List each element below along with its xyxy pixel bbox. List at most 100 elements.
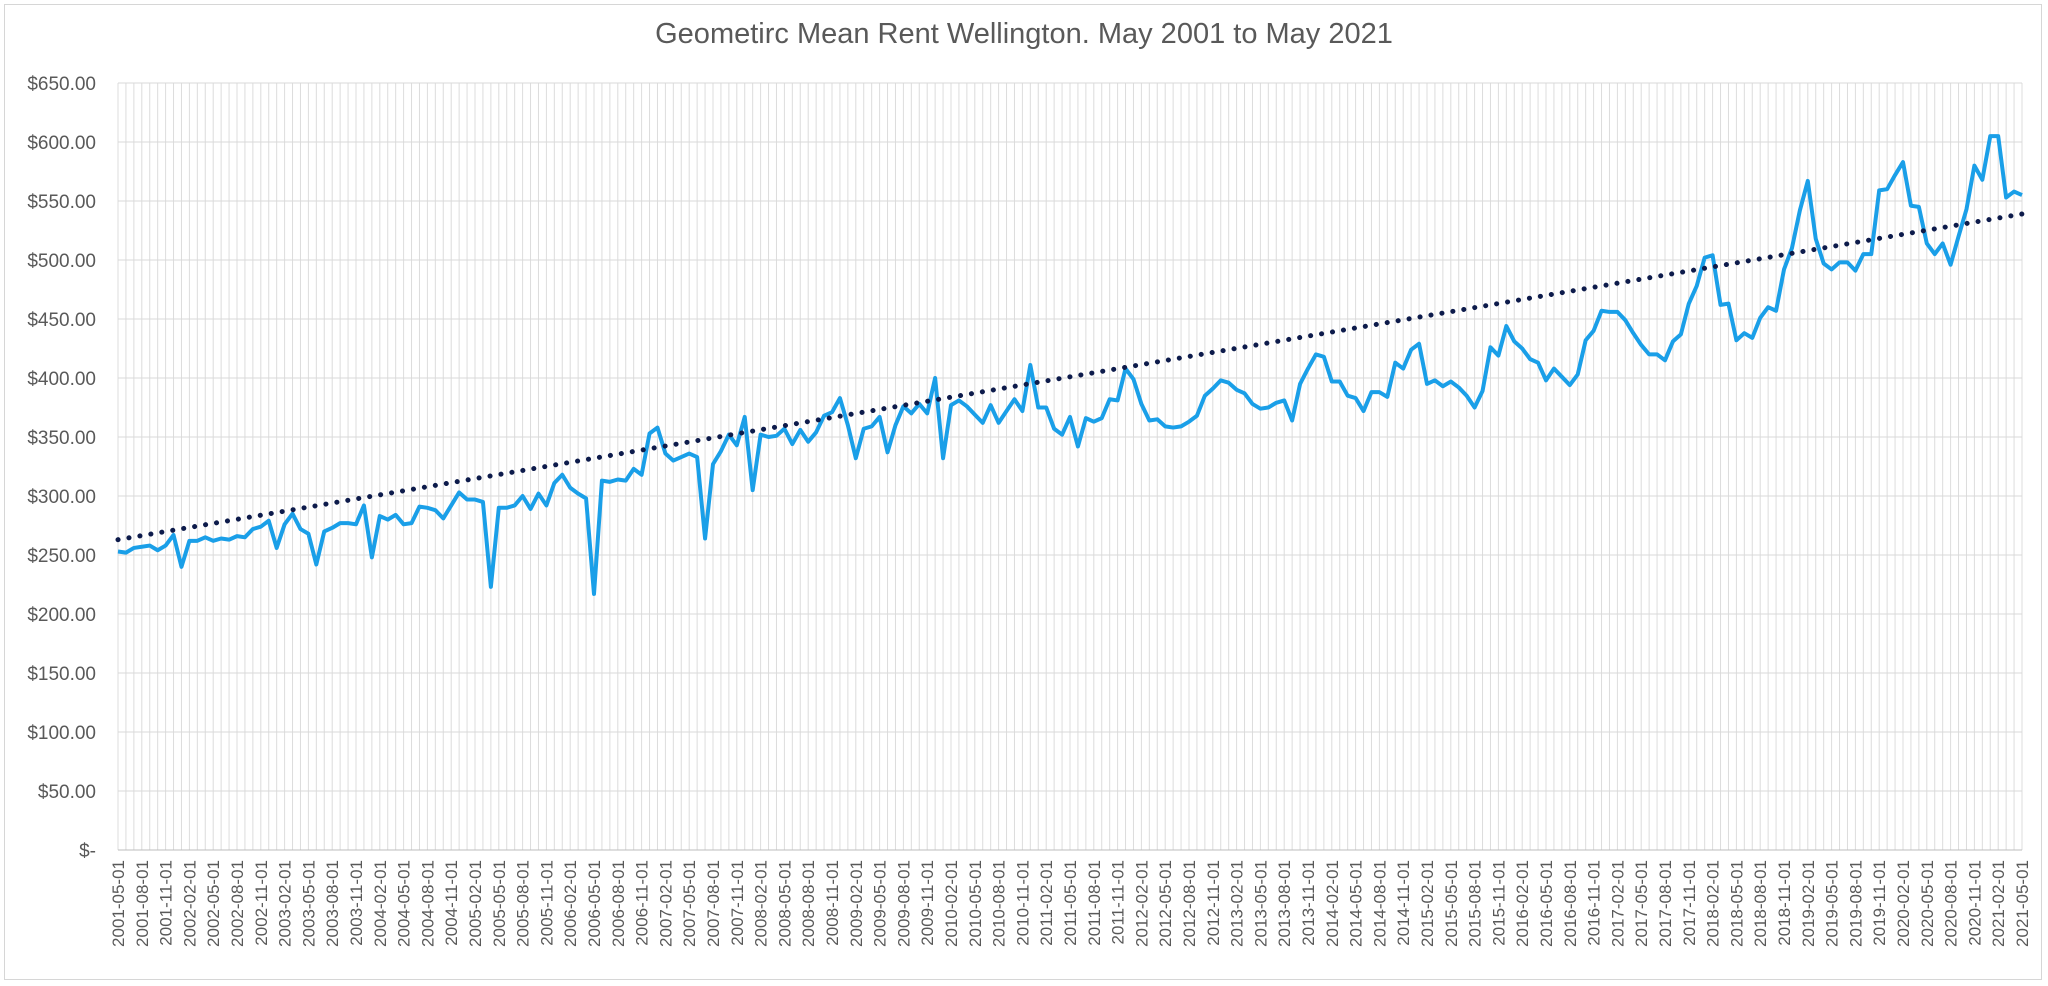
x-tick-label: 2011-05-01 (1061, 860, 1080, 946)
x-tick-label: 2013-08-01 (1275, 860, 1294, 947)
x-tick-label: 2017-08-01 (1656, 860, 1675, 947)
x-tick-label: 2002-08-01 (228, 860, 247, 947)
x-tick-label: 2016-02-01 (1513, 860, 1532, 947)
x-tick-label: 2014-02-01 (1323, 860, 1342, 947)
y-tick-label: $400.00 (27, 369, 96, 390)
x-axis-tick-labels: 2001-05-01 2001-08-01 2001-11-01 2002-02-01… (109, 860, 2032, 947)
x-tick-label: 2001-08-01 (133, 860, 152, 947)
x-tick-label: 2010-11-01 (1013, 860, 1032, 946)
x-tick-label: 2013-02-01 (1228, 860, 1247, 947)
x-tick-label: 2015-02-01 (1418, 860, 1437, 947)
x-tick-label: 2018-08-01 (1751, 860, 1770, 947)
x-tick-label: 2012-05-01 (1156, 860, 1175, 947)
x-tick-label: 2021-02-01 (1989, 860, 2008, 947)
x-tick-label: 2015-08-01 (1466, 860, 1485, 947)
x-tick-label: 2010-02-01 (942, 860, 961, 947)
x-tick-label: 2004-02-01 (371, 860, 390, 947)
x-tick-label: 2002-02-01 (180, 860, 199, 947)
x-tick-label: 2009-05-01 (871, 860, 890, 947)
x-tick-label: 2017-05-01 (1632, 860, 1651, 947)
x-tick-label: 2005-08-01 (514, 860, 533, 947)
x-tick-label: 2015-11-01 (1489, 860, 1508, 946)
x-tick-label: 2013-11-01 (1299, 860, 1318, 946)
x-tick-label: 2011-11-01 (1109, 860, 1128, 944)
x-tick-label: 2021-05-01 (2013, 860, 2032, 947)
x-tick-label: 2007-11-01 (728, 860, 747, 946)
x-tick-label: 2010-05-01 (966, 860, 985, 947)
x-tick-label: 2008-08-01 (799, 860, 818, 947)
y-tick-label: $300.00 (27, 487, 96, 508)
x-tick-label: 2016-11-01 (1585, 860, 1604, 946)
y-tick-label: $600.00 (27, 133, 96, 154)
x-tick-label: 2018-02-01 (1704, 860, 1723, 947)
x-tick-label: 2002-05-01 (204, 860, 223, 947)
y-tick-label: $350.00 (27, 428, 96, 449)
y-axis-tick-labels: $- $50.00 $100.00 $150.00 $200.00 $250.00 $300… (27, 74, 96, 862)
x-tick-label: 2019-02-01 (1799, 860, 1818, 947)
y-tick-label: $200.00 (27, 605, 96, 626)
x-tick-label: 2006-08-01 (609, 860, 628, 947)
x-tick-label: 2009-02-01 (847, 860, 866, 947)
x-tick-label: 2017-02-01 (1608, 860, 1627, 947)
trendline (115, 211, 2025, 543)
x-tick-label: 2018-05-01 (1727, 860, 1746, 947)
series-group (115, 134, 2025, 596)
x-tick-label: 2014-05-01 (1347, 860, 1366, 947)
y-tick-label: $450.00 (27, 310, 96, 331)
x-tick-label: 2003-05-01 (299, 860, 318, 947)
x-tick-label: 2016-05-01 (1537, 860, 1556, 947)
x-tick-label: 2004-08-01 (418, 860, 437, 947)
x-tick-label: 2003-11-01 (347, 860, 366, 946)
y-tick-label: $- (79, 841, 96, 862)
x-tick-label: 2012-11-01 (1204, 860, 1223, 946)
x-tick-label: 2001-05-01 (109, 860, 128, 947)
x-tick-label: 2020-02-01 (1894, 860, 1913, 947)
x-tick-label: 2020-08-01 (1942, 860, 1961, 947)
x-tick-label: 2002-11-01 (252, 860, 271, 946)
y-tick-label: $100.00 (27, 723, 96, 744)
x-tick-label: 2003-08-01 (323, 860, 342, 947)
x-tick-label: 2004-11-01 (442, 860, 461, 946)
x-tick-label: 2005-02-01 (466, 860, 485, 947)
x-tick-label: 2019-11-01 (1870, 860, 1889, 946)
x-tick-label: 2013-05-01 (1251, 860, 1270, 947)
x-tick-label: 2010-08-01 (990, 860, 1009, 947)
y-tick-label: $550.00 (27, 192, 96, 213)
x-tick-label: 2015-05-01 (1442, 860, 1461, 947)
x-tick-label: 2001-11-01 (157, 860, 176, 946)
x-tick-label: 2011-02-01 (1037, 860, 1056, 946)
x-tick-label: 2017-11-01 (1680, 860, 1699, 946)
x-tick-label: 2020-11-01 (1965, 860, 1984, 946)
vertical-gridlines (117, 83, 2023, 850)
x-tick-label: 2019-05-01 (1823, 860, 1842, 947)
y-tick-label: $500.00 (27, 251, 96, 272)
x-tick-label: 2008-11-01 (823, 860, 842, 946)
chart-frame (4, 4, 2042, 980)
x-tick-label: 2006-02-01 (561, 860, 580, 947)
x-tick-label: 2003-02-01 (276, 860, 295, 947)
x-tick-label: 2012-02-01 (1132, 860, 1151, 947)
x-tick-label: 2020-05-01 (1918, 860, 1937, 947)
x-tick-label: 2014-08-01 (1370, 860, 1389, 947)
y-tick-label: $250.00 (27, 546, 96, 567)
x-tick-label: 2007-05-01 (680, 860, 699, 947)
rent-series-line (117, 134, 2023, 596)
x-tick-label: 2014-11-01 (1394, 860, 1413, 946)
x-tick-label: 2009-08-01 (894, 860, 913, 947)
x-tick-label: 2005-11-01 (537, 860, 556, 946)
x-tick-label: 2018-11-01 (1775, 860, 1794, 946)
x-tick-label: 2011-08-01 (1085, 860, 1104, 946)
x-tick-label: 2005-05-01 (490, 860, 509, 947)
x-tick-label: 2007-08-01 (704, 860, 723, 947)
x-tick-label: 2009-11-01 (918, 860, 937, 946)
x-tick-label: 2004-05-01 (395, 860, 414, 947)
chart-title: Geometirc Mean Rent Wellington. May 2001… (655, 18, 1393, 50)
x-tick-label: 2019-08-01 (1846, 860, 1865, 947)
x-tick-label: 2006-11-01 (633, 860, 652, 946)
y-tick-label: $650.00 (27, 74, 96, 95)
x-tick-label: 2008-05-01 (775, 860, 794, 947)
x-tick-label: 2007-02-01 (656, 860, 675, 947)
x-tick-label: 2016-08-01 (1561, 860, 1580, 947)
x-tick-label: 2006-05-01 (585, 860, 604, 947)
